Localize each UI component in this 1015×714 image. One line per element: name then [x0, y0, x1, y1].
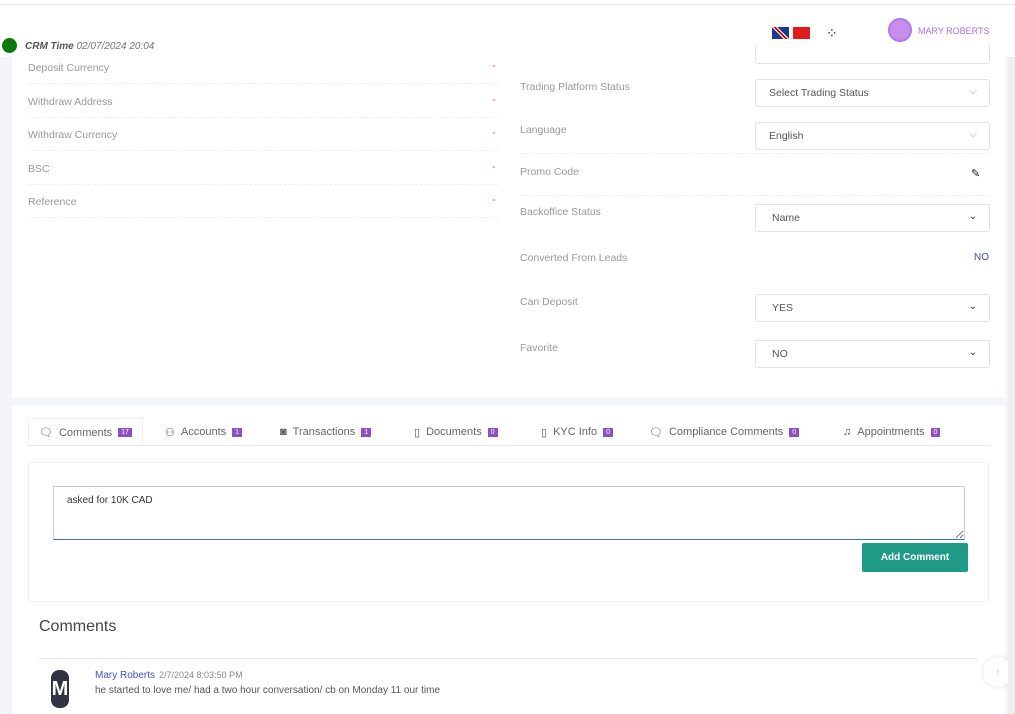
field-label: Reference [28, 196, 77, 208]
divider [28, 83, 498, 84]
add-comment-button[interactable]: Add Comment [862, 543, 968, 572]
tab-label: Appointments [857, 426, 925, 438]
top-border [0, 0, 1015, 5]
favorite-select[interactable]: NO ⌄ [755, 340, 990, 368]
language-select[interactable]: English ⌵ [755, 122, 990, 150]
document-icon: ▯ [414, 426, 421, 439]
tab-count-badge: 0 [603, 427, 613, 437]
divider [28, 150, 498, 151]
tab-count-badge: 1 [361, 427, 372, 437]
can-deposit-value: YES [772, 302, 794, 314]
divider [28, 217, 498, 218]
favorite-label: Favorite [520, 342, 558, 354]
tab-appointments[interactable]: ♫ Appointments 0 [833, 418, 950, 446]
chevron-down-icon: ⌵ [969, 86, 977, 97]
comment-author[interactable]: Mary Roberts [95, 670, 156, 681]
apps-icon[interactable]: ⁘ [826, 25, 838, 41]
scrollbar[interactable] [1008, 57, 1015, 714]
bell-icon: ♫ [843, 426, 852, 438]
language-label: Language [520, 124, 567, 136]
pencil-icon[interactable]: ✎ [971, 168, 981, 180]
field-label: BSC [28, 163, 50, 175]
comment-header: Mary Roberts 2/7/2024 8:03:50 PM [95, 670, 243, 681]
crm-time-label: CRM Time [25, 41, 74, 52]
tab-label: KYC Info [553, 426, 598, 438]
tab-count-badge: 0 [487, 427, 498, 437]
tab-label: Comments [58, 426, 113, 439]
tab-kyc-info[interactable]: ▯ KYC Info 0 [531, 418, 623, 446]
user-icon: ⚇ [165, 426, 175, 439]
uk-flag-icon[interactable] [772, 27, 789, 39]
field-value: - [492, 161, 496, 173]
field-value: - [492, 60, 496, 72]
crm-time-value: 02/07/2024 20:04 [76, 41, 155, 52]
comment-icon: 🗨 [649, 426, 663, 439]
field-value: - [492, 94, 496, 106]
china-flag-icon[interactable] [793, 27, 810, 39]
tab-count-badge: 17 [118, 428, 132, 437]
chevron-down-icon: ⌄ [968, 301, 977, 312]
trading-status-value: Select Trading Status [769, 87, 869, 99]
comments-title: Comments [39, 618, 117, 635]
user-avatar-icon[interactable] [888, 18, 912, 42]
comment-date: 2/7/2024 8:03:50 PM [159, 670, 243, 680]
select-top-partial[interactable] [755, 44, 990, 64]
tab-count-badge: 1 [232, 427, 243, 437]
tab-label: Transactions [292, 426, 356, 438]
divider [520, 195, 990, 196]
tab-comments[interactable]: 🗨 Comments 17 [28, 418, 143, 446]
tab-label: Accounts [180, 426, 227, 438]
tab-compliance-comments[interactable]: 🗨 Compliance Comments 0 [639, 418, 809, 446]
language-value: English [769, 130, 804, 142]
document-icon: ▯ [541, 426, 548, 439]
chevron-down-icon: ⌵ [969, 129, 977, 140]
comment-icon: 🗨 [39, 427, 53, 439]
tab-label: Documents [426, 426, 482, 438]
trading-status-label: Trading Platform Status [520, 81, 630, 93]
crm-time: CRM Time 02/07/2024 20:04 [25, 41, 154, 52]
tab-transactions[interactable]: ◙ Transactions 1 [270, 418, 381, 446]
chevron-down-icon: ⌄ [968, 211, 977, 222]
favorite-value: NO [772, 348, 788, 360]
backoffice-status-label: Backoffice Status [520, 206, 601, 218]
comment-text: he started to love me/ had a two hour co… [95, 685, 441, 696]
can-deposit-label: Can Deposit [520, 296, 578, 308]
divider [520, 153, 990, 154]
can-deposit-select[interactable]: YES ⌄ [755, 294, 990, 322]
tab-label: Compliance Comments [668, 426, 784, 438]
tab-count-badge: 0 [930, 427, 941, 437]
comment-avatar: M [51, 670, 69, 708]
backoffice-status-select[interactable]: Name ⌄ [755, 204, 990, 232]
divider [28, 184, 498, 185]
backoffice-status-value: Name [772, 212, 801, 224]
tab-accounts[interactable]: ⚇ Accounts 1 [155, 418, 252, 446]
comment-input[interactable]: asked for 10K CAD [53, 486, 965, 540]
promo-code-label: Promo Code [520, 166, 579, 178]
field-label: Withdraw Currency [28, 129, 118, 141]
trading-status-select[interactable]: Select Trading Status ⌵ [755, 79, 990, 107]
tab-count-badge: 0 [789, 427, 800, 437]
converted-value: NO [974, 252, 989, 263]
tab-documents[interactable]: ▯ Documents 0 [404, 418, 508, 446]
field-label: Deposit Currency [28, 62, 110, 74]
user-name[interactable]: MARY ROBERTS [918, 26, 990, 36]
tab-divider [28, 445, 990, 446]
status-dot-icon [2, 38, 17, 53]
field-value: - [492, 194, 496, 206]
divider [28, 117, 498, 118]
field-label: Withdraw Address [28, 96, 113, 108]
chevron-down-icon: ⌄ [968, 347, 977, 358]
divider [38, 658, 978, 659]
converted-label: Converted From Leads [520, 252, 628, 264]
field-value: - [492, 127, 496, 139]
camera-icon: ◙ [280, 426, 287, 438]
